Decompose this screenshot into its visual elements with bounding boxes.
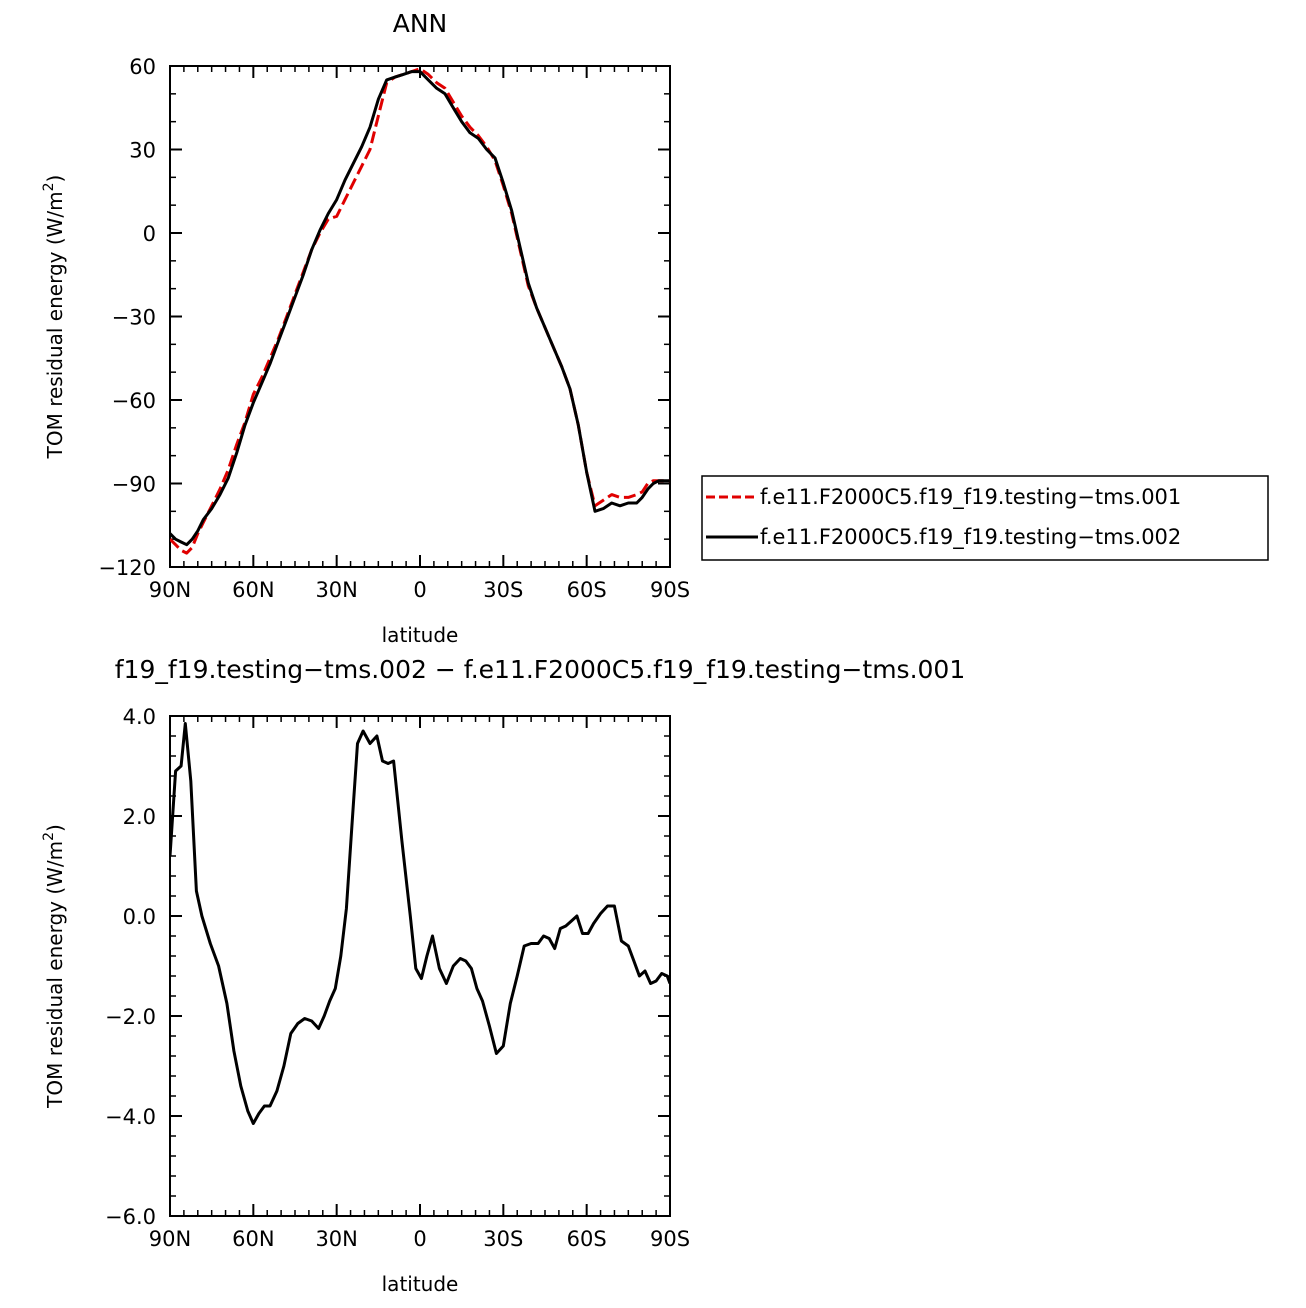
series-line-1 [170, 722, 670, 1125]
y-tick-label: 0.0 [123, 905, 156, 929]
y-tick-label: 2.0 [123, 805, 156, 829]
y-tick-label: −30 [112, 306, 156, 330]
y-axis-title: TOM residual energy (W/m2) [41, 175, 67, 460]
y-tick-label: −90 [112, 473, 156, 497]
legend-label: f.e11.F2000C5.f19_f19.testing−tms.002 [760, 525, 1181, 550]
y-tick-label: −4.0 [105, 1105, 156, 1129]
x-tick-label: 60S [567, 1227, 607, 1251]
x-tick-label: 90S [650, 578, 690, 602]
y-tick-label: 0 [143, 222, 156, 246]
x-tick-label: 90S [650, 1227, 690, 1251]
series-line-1 [170, 67, 670, 555]
legend-label: f.e11.F2000C5.f19_f19.testing−tms.001 [760, 485, 1181, 510]
x-tick-label: 30N [315, 578, 357, 602]
x-tick-label: 0 [413, 578, 426, 602]
y-tick-label: 4.0 [123, 705, 156, 729]
x-tick-label: 30S [483, 578, 523, 602]
chart-panel-1: ANN 90N 60N 30N 0 30S 60S 90S −120 −90 −60 −30 0 30 60… [41, 9, 1269, 647]
x-tick-label: 60N [232, 578, 274, 602]
y-tick-label: −120 [98, 556, 156, 580]
series-line-2 [170, 70, 670, 547]
y-tick-label: −60 [112, 389, 156, 413]
x-tick-label: 90N [149, 578, 191, 602]
x-tick-label: 0 [413, 1227, 426, 1251]
plot-frame [169, 65, 671, 568]
chart-title: ANN [393, 9, 448, 38]
x-axis-title: latitude [382, 623, 459, 647]
x-tick-label: 60S [567, 578, 607, 602]
y-axis-title: TOM residual energy (W/m2) [41, 824, 67, 1109]
chart-panel-2: f19_f19.testing−tms.002 − f.e11.F2000C5.… [41, 655, 965, 1296]
x-tick-label: 30N [315, 1227, 357, 1251]
y-tick-label: 60 [129, 55, 156, 79]
y-tick-label: 30 [129, 139, 156, 163]
x-tick-label: 90N [149, 1227, 191, 1251]
plot-frame [169, 715, 671, 1217]
y-tick-label: −2.0 [105, 1005, 156, 1029]
chart-title: f19_f19.testing−tms.002 − f.e11.F2000C5.… [115, 655, 966, 684]
x-axis-title: latitude [382, 1272, 459, 1296]
legend: f.e11.F2000C5.f19_f19.testing−tms.001 f.e… [701, 475, 1269, 561]
y-tick-label: −6.0 [105, 1205, 156, 1229]
legend-box [701, 475, 1269, 561]
x-tick-label: 30S [483, 1227, 523, 1251]
x-tick-label: 60N [232, 1227, 274, 1251]
